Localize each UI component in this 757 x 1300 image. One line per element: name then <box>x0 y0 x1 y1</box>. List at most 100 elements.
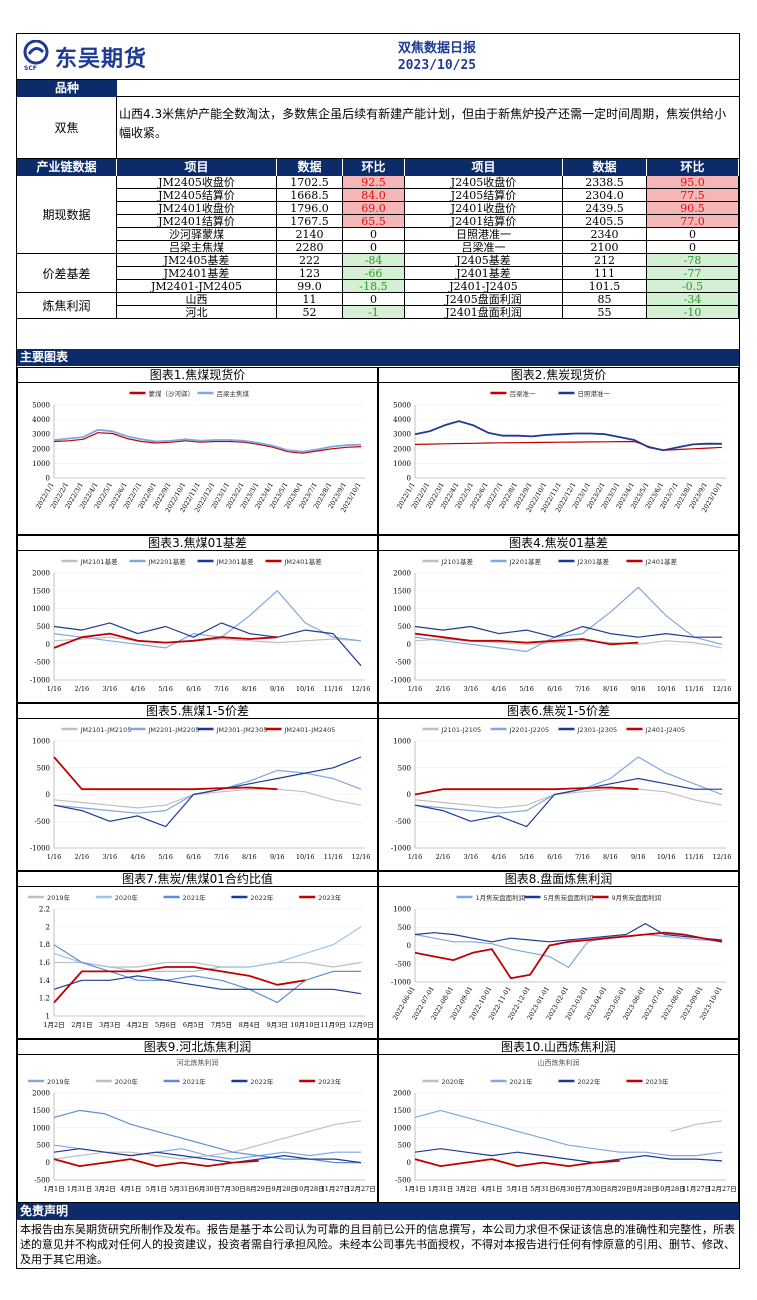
y-tick-label: 1000 <box>393 1124 411 1132</box>
x-tick-label: 11月9日 <box>320 1021 345 1029</box>
x-tick-label: 3月3日 <box>99 1021 120 1029</box>
legend-label: J2401-J2405 <box>645 726 686 734</box>
x-tick-label: 10/16 <box>296 685 315 693</box>
x-tick-label: 1/16 <box>47 853 62 861</box>
table-cell: 1702.5 <box>277 176 343 189</box>
x-tick-label: 10月28日 <box>656 1185 686 1193</box>
y-tick-label: 1000 <box>32 738 50 746</box>
chart-subtitle: 河北炼焦利润 <box>177 1058 219 1067</box>
y-tick-label: 1500 <box>32 587 50 595</box>
table-cell: J2401结算价 <box>405 215 563 228</box>
table-cell: JM2405结算价 <box>117 189 277 202</box>
series-line <box>414 586 723 653</box>
y-tick-label: 1000 <box>393 605 411 613</box>
legend-label: 吕梁主焦煤 <box>217 389 250 398</box>
series-line <box>53 756 362 828</box>
y-tick-label: 2000 <box>393 570 411 578</box>
x-tick-label: 4/16 <box>130 853 145 861</box>
series-line <box>414 777 722 828</box>
y-tick-label: 1.2 <box>39 995 50 1003</box>
chart-title: 图表3.焦煤01基差 <box>18 536 377 551</box>
legend-label: 2020年 <box>115 893 139 902</box>
legend-label: 5月焦炭盘面利润 <box>544 893 594 902</box>
x-tick-label: 2月1日 <box>71 1021 92 1029</box>
chart-svg: 蒙煤（沙河驿） 吕梁主焦煤0100020003000400050002022/1/… <box>32 389 365 514</box>
chart-title: 图表4.焦炭01基差 <box>379 536 738 551</box>
chart-title: 图表1.焦煤现货价 <box>18 368 377 383</box>
x-tick-label: 12/16 <box>713 853 732 861</box>
y-tick-label: 1.4 <box>39 977 51 985</box>
legend-label: 2023年 <box>646 1077 670 1086</box>
table-cell: -78 <box>647 254 739 267</box>
x-tick-label: 12月27日 <box>346 1185 376 1193</box>
table-cell: -84 <box>343 254 405 267</box>
y-tick-label: 500 <box>37 764 50 772</box>
x-tick-label: 7月5日 <box>211 1021 232 1029</box>
y-tick-label: 2000 <box>32 445 50 453</box>
table-cell: 0 <box>343 241 405 254</box>
x-tick-label: 1/16 <box>408 685 423 693</box>
chart-svg: JM2101-JM2105 JM2201-JM2205 JM2301-JM2305 J… <box>30 726 371 861</box>
series-line <box>414 788 723 809</box>
table-cell: J2405盘面利润 <box>405 293 563 306</box>
x-tick-label: 12/16 <box>352 685 371 693</box>
table-cell: 2100 <box>563 241 647 254</box>
table-cell: 河北 <box>117 306 277 319</box>
x-tick-label: 7月30日 <box>581 1185 606 1193</box>
table-cell: 84.0 <box>343 189 405 202</box>
y-tick-label: 1500 <box>32 1107 50 1115</box>
legend-label: J2301基差 <box>577 557 610 566</box>
table-cell: 11 <box>277 293 343 306</box>
chart-10: 图表10.山西炼焦利润 山西炼焦利润 2020年 2021年 2022年 2023年 -50… <box>378 1039 739 1203</box>
series-line <box>414 786 639 796</box>
x-tick-label: 6/16 <box>547 853 562 861</box>
x-tick-label: 10月10日 <box>290 1021 320 1029</box>
table-cell: J2405结算价 <box>405 189 563 202</box>
table-cell: 1668.5 <box>277 189 343 202</box>
legend-label: 2023年 <box>318 893 342 902</box>
x-tick-label: 4月2日 <box>127 1021 148 1029</box>
table-cell: 吕梁准一 <box>405 241 563 254</box>
legend-label: JM2401-JM2405 <box>284 726 336 734</box>
series-line <box>53 944 361 1004</box>
y-tick-label: 2 <box>46 923 50 931</box>
series-line <box>53 756 278 791</box>
chart-subtitle: 山西炼焦利润 <box>538 1058 580 1067</box>
report-date: 2023/10/25 <box>397 58 477 73</box>
table-cell: 2140 <box>277 228 343 241</box>
y-tick-label: 500 <box>398 1142 411 1150</box>
table-cell: 77.5 <box>647 189 739 202</box>
legend-label: 吕梁准一 <box>510 389 537 398</box>
y-tick-label: 5000 <box>32 402 50 410</box>
table-cell: 1767.5 <box>277 215 343 228</box>
x-tick-label: 5/16 <box>519 853 534 861</box>
chart-title: 图表6.焦炭1-5价差 <box>379 704 738 719</box>
x-tick-label: 11/16 <box>685 685 704 693</box>
table-cell: 95.0 <box>647 176 739 189</box>
y-tick-label: 4000 <box>32 416 50 424</box>
legend-label: J2201-J2205 <box>509 726 550 734</box>
x-tick-label: 1月1日 <box>43 1185 64 1193</box>
variety-name: 双焦 <box>17 97 117 159</box>
y-tick-label: 0 <box>46 641 50 649</box>
table-cell: 沙河驿蒙煤 <box>117 228 277 241</box>
y-tick-label: -500 <box>395 818 411 826</box>
legend-label: JM2301基差 <box>216 557 255 566</box>
y-tick-label: -500 <box>395 659 411 667</box>
x-tick-label: 12月9日 <box>348 1021 373 1029</box>
legend-label: 2021年 <box>510 1077 534 1086</box>
chart-6: 图表6.焦炭1-5价差 J2101-J2105 J2201-J2205 J2301-J… <box>378 703 739 871</box>
x-tick-label: 2/16 <box>436 853 451 861</box>
series-line <box>414 1158 620 1167</box>
x-tick-label: 8/16 <box>603 853 618 861</box>
legend-label: J2201基差 <box>509 557 542 566</box>
series-line <box>414 1109 723 1157</box>
variety-bar-filler <box>117 80 739 97</box>
chart-svg: 山西炼焦利润 2020年 2021年 2022年 2023年 -500 0 500 1000 15… <box>393 1058 737 1193</box>
legend-label: 2020年 <box>442 1077 466 1086</box>
x-tick-label: 6/16 <box>547 685 562 693</box>
x-tick-label: 9/16 <box>270 685 285 693</box>
x-tick-label: 8/16 <box>242 685 257 693</box>
table-cell: JM2401收盘价 <box>117 202 277 215</box>
chart-1: 图表1.焦煤现货价 蒙煤（沙河驿） 吕梁主焦煤 0 1000 2000 3000 4000 50… <box>17 367 378 535</box>
